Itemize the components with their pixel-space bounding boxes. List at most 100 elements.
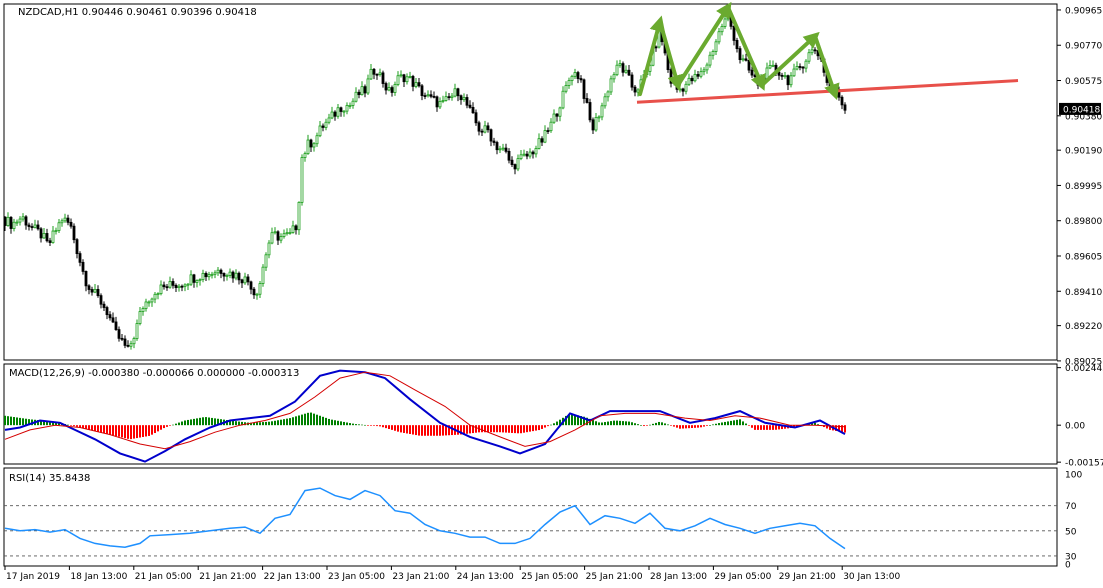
macd-histogram-bar (814, 422, 816, 426)
candle-body (204, 272, 208, 278)
macd-histogram-bar (718, 423, 720, 426)
candle-body (732, 25, 736, 41)
rsi-y-tick-label: 0 (1065, 561, 1071, 571)
candle-body (411, 76, 415, 87)
candle-body (438, 101, 442, 108)
macd-histogram-bar (205, 417, 207, 426)
macd-histogram-bar (283, 419, 285, 426)
candle-body (315, 135, 319, 145)
macd-histogram-bar (697, 425, 699, 428)
macd-histogram-bar (634, 423, 636, 426)
rsi-panel (4, 487, 1057, 557)
macd-histogram-bar (838, 425, 840, 432)
macd-histogram-bar (181, 421, 183, 426)
x-tick-label: 18 Jan 13:00 (70, 572, 127, 582)
panel-frames (3, 3, 1058, 567)
macd-histogram-bar (406, 425, 408, 434)
macd-histogram-bar (277, 420, 279, 426)
macd-histogram-bar (550, 424, 552, 426)
candle-body (45, 233, 49, 242)
macd-histogram-bar (445, 425, 447, 436)
candle-body (615, 64, 619, 76)
macd-histogram-bar (10, 416, 12, 426)
candle-body (792, 68, 796, 77)
macd-histogram-bar (484, 425, 486, 433)
candle-body (48, 240, 52, 243)
candle-body (528, 151, 532, 157)
x-tick-label: 25 Jan 21:00 (586, 572, 643, 582)
candle-body (54, 230, 58, 232)
candle-body (813, 49, 817, 52)
macd-histogram-bar (334, 420, 336, 426)
macd-y-tick-label: 0.00 (1065, 422, 1085, 432)
macd-histogram-bar (829, 425, 831, 430)
candle-body (498, 148, 502, 151)
candle-body (597, 116, 601, 119)
candle-body (504, 147, 508, 152)
candle-body (696, 74, 700, 77)
macd-histogram-bar (736, 419, 738, 426)
macd-histogram-bar (691, 425, 693, 428)
price-y-tick-label: 0.90380 (1065, 112, 1102, 122)
candle-body (408, 76, 412, 78)
macd-histogram-bar (379, 425, 381, 427)
macd-histogram-bar (505, 425, 507, 433)
candle-body (162, 284, 166, 288)
candle-body (798, 66, 802, 68)
macd-histogram-bar (253, 422, 255, 426)
candle-body (474, 112, 478, 124)
macd-histogram-bar (163, 425, 165, 429)
macd-histogram-bar (40, 420, 42, 426)
macd-histogram-bar (685, 425, 687, 429)
candle-body (687, 77, 691, 85)
macd-histogram-bar (658, 421, 660, 426)
candle-body (339, 107, 343, 112)
macd-histogram-bar (184, 420, 186, 426)
candle-body (189, 274, 193, 285)
candle-body (402, 74, 406, 83)
macd-histogram-bar (667, 424, 669, 426)
macd-histogram-bar (442, 425, 444, 436)
macd-histogram-bar (637, 424, 639, 426)
candle-body (108, 314, 112, 319)
macd-histogram-bar (115, 425, 117, 436)
macd-histogram-bar (298, 415, 300, 426)
candle-body (303, 153, 307, 158)
macd-histogram-bar (466, 425, 468, 434)
macd-histogram-bar (517, 425, 519, 434)
candle-body (216, 269, 220, 274)
rsi-y-tick-label: 30 (1065, 552, 1077, 562)
candle-body (633, 86, 637, 93)
candle-body (462, 97, 466, 101)
rsi-line (4, 487, 846, 550)
candle-body (735, 40, 739, 50)
candle-body (282, 233, 286, 237)
macd-histogram-bar (511, 425, 513, 433)
macd-histogram-bar (682, 425, 684, 429)
axis-labels: 0.90965 0.90770 0.90575 0.90380 0.90190 0.899… (4, 6, 1103, 582)
macd-histogram-bar (547, 425, 549, 427)
candle-body (840, 96, 844, 106)
candle-body (30, 226, 34, 228)
x-tick-label: 21 Jan 05:00 (135, 572, 192, 582)
pattern-arrow (760, 31, 820, 88)
candle-body (684, 83, 688, 92)
macd-histogram-bar (322, 416, 324, 426)
candle-body (36, 224, 40, 230)
candle-body (288, 232, 292, 234)
candle-body (750, 69, 754, 76)
macd-histogram-bar (67, 424, 69, 426)
macd-histogram-bar (343, 421, 345, 426)
candle-body (561, 90, 565, 109)
macd-histogram-bar (268, 421, 270, 426)
macd-histogram-bar (70, 425, 72, 426)
macd-histogram-bar (706, 425, 708, 426)
candle-body (24, 216, 28, 226)
macd-histogram-bar (439, 425, 441, 436)
candle-body (39, 228, 43, 239)
candle-body (78, 253, 82, 263)
candle-body (516, 158, 520, 170)
macd-histogram-bar (664, 423, 666, 426)
macd-histogram-bar (727, 421, 729, 426)
